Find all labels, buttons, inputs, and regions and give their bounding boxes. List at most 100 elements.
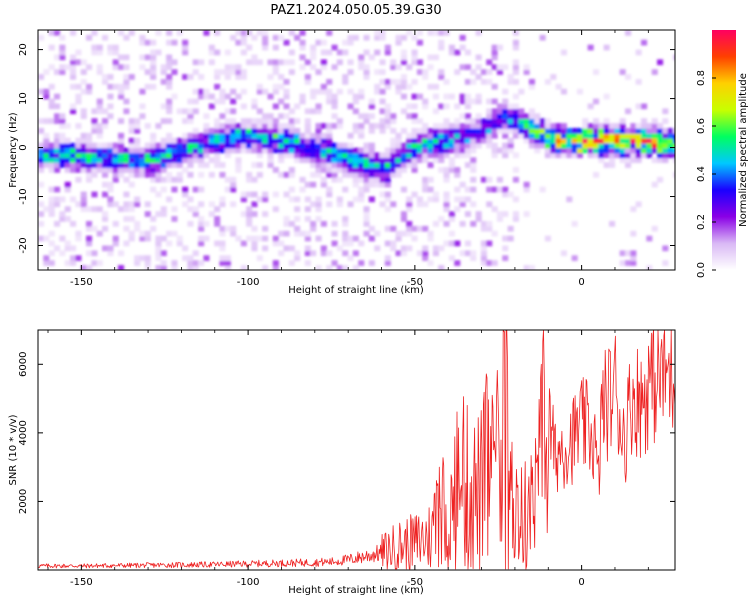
spectrogram-cell: [70, 59, 77, 66]
spectrogram-cell: [614, 137, 621, 144]
spectrogram-cell: [214, 137, 221, 144]
spectrogram-cell: [416, 250, 423, 257]
spectrogram-cell: [379, 172, 386, 178]
spectrogram-cell: [347, 142, 354, 149]
spectrogram-cell: [502, 118, 509, 124]
spectrogram-cell: [657, 147, 664, 154]
spectrogram-cell: [48, 250, 55, 257]
spectrogram-cell: [54, 69, 61, 75]
spectrogram-cell: [176, 30, 183, 36]
spectrogram-cell: [422, 181, 429, 188]
spectrogram-cell: [176, 147, 183, 154]
spectrogram-cell: [619, 69, 626, 75]
spectrogram-cell: [96, 64, 103, 70]
spectrogram-cell: [411, 79, 418, 85]
spectrogram-cell: [278, 147, 285, 154]
spectrogram-cell: [272, 59, 279, 66]
spectrogram-cell: [603, 128, 610, 134]
spectrogram-cell: [641, 128, 648, 134]
spectrogram-cell: [454, 69, 461, 75]
spectrogram-cell: [512, 64, 519, 70]
spectrogram-cell: [134, 196, 141, 203]
spectrogram-cell: [86, 265, 93, 270]
spectrogram-cell: [544, 79, 551, 85]
spectrogram-cell: [91, 142, 98, 149]
y-tick-label: 4000: [18, 420, 29, 445]
spectrogram-cell: [486, 59, 493, 66]
spectrogram-cell: [128, 123, 135, 129]
spectrogram-cell: [267, 113, 274, 119]
spectrogram-cell: [475, 216, 482, 222]
spectrogram-cell: [112, 44, 119, 51]
spectrogram-cell: [539, 128, 546, 134]
spectrogram-cell: [251, 118, 258, 124]
spectrogram-cell: [315, 172, 322, 178]
spectrogram-cell: [400, 93, 407, 100]
spectrogram-cell: [80, 79, 87, 85]
spectrogram-cell: [326, 201, 333, 208]
spectrogram-cell: [411, 142, 418, 149]
spectrogram-cell: [464, 79, 471, 85]
spectrogram-cell: [576, 142, 583, 149]
spectrogram-cell: [166, 132, 173, 139]
spectrogram-cell: [320, 162, 327, 168]
spectrogram-cell: [144, 142, 151, 149]
spectrogram-cell: [480, 123, 487, 129]
spectrogram-cell: [112, 172, 119, 178]
spectrogram-cell: [427, 137, 434, 144]
spectrogram-cell: [86, 152, 93, 159]
spectrogram-cell: [278, 98, 285, 105]
spectrogram-cell: [507, 108, 514, 115]
spectrogram-cell: [262, 235, 269, 242]
spectrogram-cell: [134, 157, 141, 163]
spectrogram-cell: [448, 255, 455, 261]
spectrogram-cell: [609, 128, 616, 134]
spectrogram-cell: [267, 93, 274, 100]
spectrogram-cell: [171, 230, 178, 237]
spectrogram-cell: [673, 152, 675, 159]
spectrogram-cell: [619, 128, 626, 134]
spectrogram-cell: [118, 206, 125, 212]
spectrogram-cell: [43, 69, 50, 75]
spectrogram-cell: [358, 157, 365, 163]
spectrogram-cell: [118, 142, 125, 149]
spectrogram-cell: [166, 103, 173, 110]
spectrogram-cell: [304, 137, 311, 144]
spectrogram-cell: [422, 142, 429, 149]
spectrogram-cell: [198, 132, 205, 139]
spectrogram-cell: [491, 128, 498, 134]
spectrogram-cell: [262, 191, 269, 198]
spectrogram-cell: [331, 230, 338, 237]
spectrogram-cell: [224, 49, 231, 56]
spectrogram-cell: [502, 98, 509, 105]
y-tick-label: 20: [18, 43, 29, 56]
spectrogram-cell: [320, 250, 327, 257]
spectrogram-cell: [416, 147, 423, 154]
spectrogram-cell: [187, 157, 194, 163]
spectrogram-cell: [347, 103, 354, 110]
spectrogram-cell: [230, 137, 237, 144]
spectrogram-cell: [384, 181, 391, 188]
spectrogram-cell: [342, 221, 349, 227]
spectrogram-cell: [128, 206, 135, 212]
spectrogram-cell: [230, 132, 237, 139]
spectrogram-cell: [107, 49, 114, 56]
spectrogram-cell: [107, 44, 114, 51]
spectrogram-cell: [262, 113, 269, 119]
spectrogram-cell: [123, 240, 130, 247]
spectrogram-cell: [43, 235, 50, 242]
spectrogram-cell: [182, 142, 189, 149]
spectrogram-cell: [593, 172, 600, 178]
spectrogram-cell: [310, 54, 317, 61]
spectrogram-cell: [75, 147, 82, 154]
spectrogram-cell: [262, 265, 269, 270]
spectrogram-cell: [528, 83, 535, 90]
spectrogram-cell: [518, 118, 525, 124]
spectrogram-cell: [390, 79, 397, 85]
spectrogram-cell: [368, 54, 375, 61]
spectrogram-cell: [112, 157, 119, 163]
spectrogram-cell: [384, 83, 391, 90]
spectrogram-cell: [288, 186, 295, 193]
spectrogram-cell: [384, 44, 391, 51]
spectrogram-cell: [491, 206, 498, 212]
